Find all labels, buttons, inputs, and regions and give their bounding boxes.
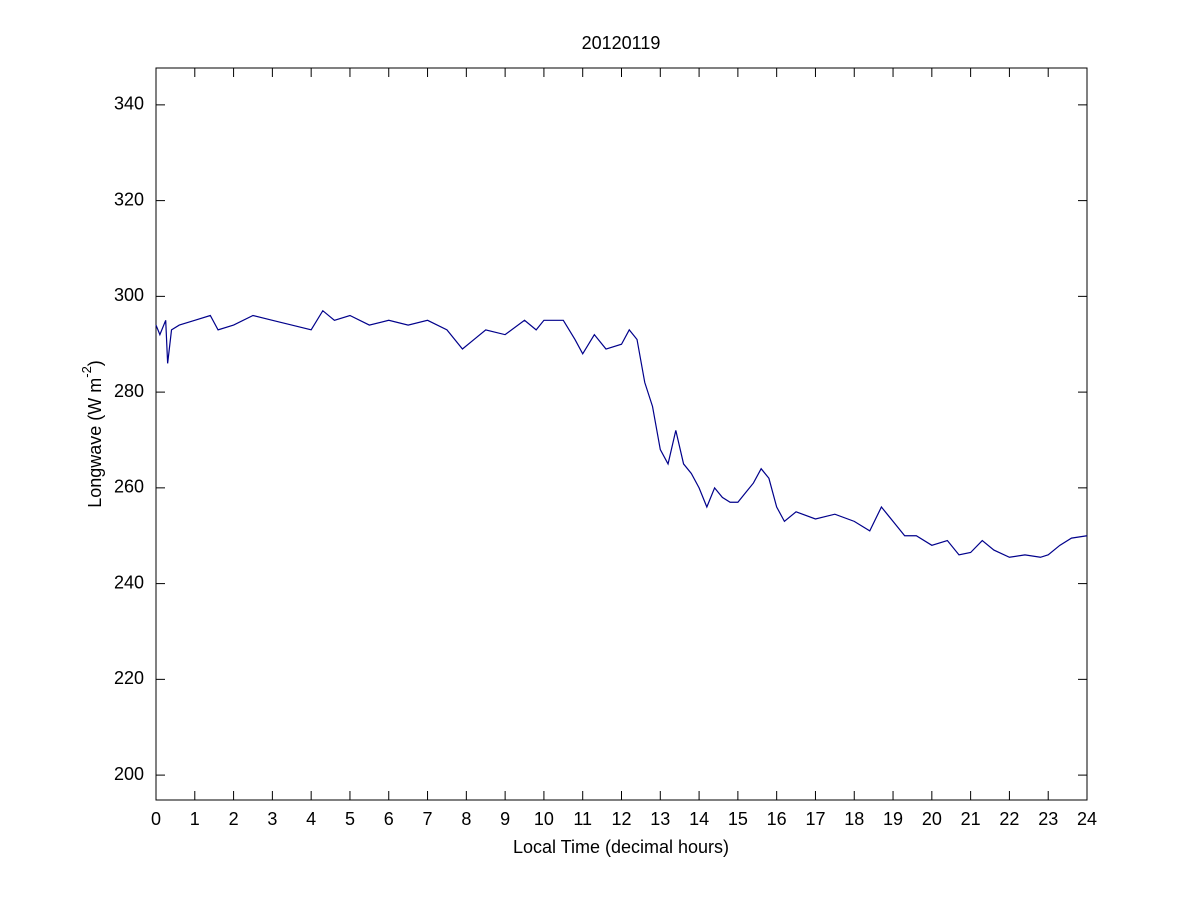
y-tick-label: 260 — [114, 477, 144, 497]
x-tick-label: 7 — [423, 809, 433, 829]
y-label-sup: -2 — [79, 366, 94, 378]
x-tick-label: 11 — [573, 809, 592, 829]
x-axis-label: Local Time (decimal hours) — [513, 837, 729, 857]
x-tick-label: 2 — [229, 809, 239, 829]
x-tick-label: 5 — [345, 809, 355, 829]
y-tick-label: 300 — [114, 285, 144, 305]
x-tick-label: 23 — [1038, 809, 1058, 829]
x-tick-label: 9 — [500, 809, 510, 829]
x-tick-label: 18 — [844, 809, 864, 829]
x-tick-label: 1 — [190, 809, 200, 829]
x-tick-label: 8 — [461, 809, 471, 829]
y-tick-label: 280 — [114, 381, 144, 401]
x-tick-label: 22 — [999, 809, 1019, 829]
y-tick-label: 240 — [114, 572, 144, 592]
y-label-main: Longwave (W m — [85, 378, 105, 508]
x-tick-label: 13 — [650, 809, 670, 829]
y-tick-label: 220 — [114, 668, 144, 688]
x-tick-label: 12 — [611, 809, 631, 829]
y-tick-label: 320 — [114, 189, 144, 209]
y-label-end: ) — [85, 360, 105, 366]
y-axis-label: Longwave (W m-2) — [79, 360, 104, 508]
x-tick-label: 19 — [883, 809, 903, 829]
x-tick-label: 10 — [534, 809, 554, 829]
x-tick-label: 20 — [922, 809, 942, 829]
y-tick-label: 340 — [114, 94, 144, 114]
x-tick-label: 3 — [267, 809, 277, 829]
chart-title: 20120119 — [582, 33, 661, 53]
x-tick-label: 21 — [961, 809, 981, 829]
x-tick-label: 0 — [151, 809, 161, 829]
x-tick-label: 16 — [767, 809, 787, 829]
x-tick-label: 6 — [384, 809, 394, 829]
x-tick-label: 4 — [306, 809, 316, 829]
x-tick-label: 24 — [1077, 809, 1097, 829]
x-tick-label: 15 — [728, 809, 748, 829]
y-tick-label: 200 — [114, 764, 144, 784]
x-tick-label: 17 — [805, 809, 825, 829]
plot-area — [155, 67, 1088, 801]
x-tick-label: 14 — [689, 809, 709, 829]
data-line — [155, 309, 1088, 558]
